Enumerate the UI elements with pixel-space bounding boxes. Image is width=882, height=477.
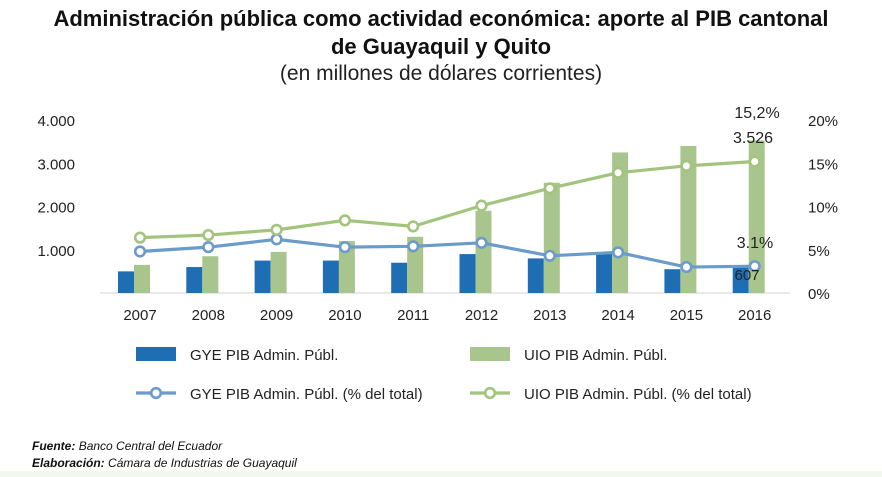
bar-uio xyxy=(748,140,765,293)
legend-swatch-gye-bar xyxy=(136,347,176,361)
x-tick-label: 2012 xyxy=(465,307,498,324)
prepared-label: Elaboración: xyxy=(32,456,105,470)
y-right-tick-label: 0% xyxy=(808,286,830,303)
bar-gye xyxy=(527,258,544,293)
y-left-tick-label: 4.000 xyxy=(37,113,75,130)
x-tick-label: 2013 xyxy=(533,307,566,324)
point-uio-pct xyxy=(407,220,420,233)
line-uio-pct xyxy=(139,159,755,240)
legend-marker-gye-line xyxy=(149,386,163,400)
bar-uio xyxy=(338,241,355,293)
x-tick-label: 2008 xyxy=(192,307,225,324)
point-gye-pct xyxy=(270,233,283,246)
y-left-tick-label: 2.000 xyxy=(37,200,75,217)
point-uio-pct xyxy=(543,182,556,195)
point-gye-pct xyxy=(338,241,352,254)
source-text: Banco Central del Ecuador xyxy=(78,439,223,453)
prepared-text: Cámara de Industrias de Guayaquil xyxy=(108,456,297,470)
bar-gye xyxy=(459,254,476,293)
bar-uio xyxy=(134,264,150,293)
data-label-gye-pct-2016: 3.1% xyxy=(737,235,773,252)
x-tick-label: 2010 xyxy=(328,307,361,324)
point-gye-pct xyxy=(202,241,215,254)
bar-uio xyxy=(680,145,697,293)
point-gye-pct xyxy=(543,249,556,262)
y-left-tick-label: 1.000 xyxy=(37,243,75,260)
chart-title-line-2: de Guayaquil y Quito xyxy=(330,34,552,59)
bar-uio xyxy=(475,210,492,293)
prepared-by-note: Elaboración: Cámara de Industrias de Gua… xyxy=(32,456,297,470)
bar-gye xyxy=(186,267,203,293)
y-right-tick-label: 5% xyxy=(808,243,830,260)
legend-marker-uio-line xyxy=(483,386,497,400)
bottom-band xyxy=(0,471,882,477)
x-tick-label: 2009 xyxy=(260,307,293,324)
point-gye-pct xyxy=(475,236,488,249)
chart-title-line-1: Administración pública como actividad ec… xyxy=(53,6,829,31)
y-right-tick-label: 15% xyxy=(808,156,838,173)
legend-label-gye-line: GYE PIB Admin. Públ. (% del total) xyxy=(190,386,423,403)
point-gye-pct xyxy=(407,240,420,253)
data-label-uio-pct-2016: 15,2% xyxy=(734,105,779,122)
point-gye-pct xyxy=(680,260,693,274)
point-gye-pct xyxy=(133,245,147,258)
bar-gye xyxy=(118,271,134,293)
source-label: Fuente: xyxy=(32,439,76,453)
bar-gye xyxy=(664,269,681,293)
point-uio-pct xyxy=(270,223,283,236)
bar-uio xyxy=(270,251,287,293)
x-tick-label: 2015 xyxy=(670,307,703,324)
point-uio-pct xyxy=(680,159,693,172)
point-uio-pct xyxy=(202,228,215,242)
y-left-tick-label: 3.000 xyxy=(37,156,75,173)
bar-gye xyxy=(732,266,749,293)
bar-uio xyxy=(543,182,560,293)
legend-swatch-uio-bar xyxy=(470,347,510,361)
legend-label-uio-line: UIO PIB Admin. Públ. (% del total) xyxy=(524,386,752,403)
x-tick-label: 2016 xyxy=(738,307,771,324)
x-tick-label: 2014 xyxy=(601,307,634,324)
y-right-tick-label: 20% xyxy=(808,113,838,130)
source-note: Fuente: Banco Central del Ecuador xyxy=(32,439,222,453)
line-gye-pct xyxy=(139,237,755,269)
point-uio-pct xyxy=(748,155,761,168)
data-label-gye-value-2016: 607 xyxy=(734,267,759,284)
bar-gye xyxy=(391,262,408,293)
point-uio-pct xyxy=(475,199,488,212)
point-uio-pct xyxy=(133,231,147,244)
bar-gye xyxy=(596,254,613,293)
x-tick-label: 2011 xyxy=(397,307,429,324)
y-right-tick-label: 10% xyxy=(808,200,838,217)
chart-subtitle: (en millones de dólares corrientes) xyxy=(279,62,603,85)
point-gye-pct xyxy=(748,260,761,273)
bar-gye xyxy=(254,260,271,293)
x-tick-label: 2007 xyxy=(123,307,156,324)
legend-label-uio-bar: UIO PIB Admin. Públ. xyxy=(524,347,667,364)
point-uio-pct xyxy=(338,214,352,227)
bar-gye xyxy=(322,260,339,293)
bar-uio xyxy=(202,256,219,293)
data-label-uio-value-2016: 3.526 xyxy=(733,130,773,147)
legend-label-gye-bar: GYE PIB Admin. Públ. xyxy=(190,347,338,364)
point-uio-pct xyxy=(611,166,625,179)
point-gye-pct xyxy=(611,246,625,259)
